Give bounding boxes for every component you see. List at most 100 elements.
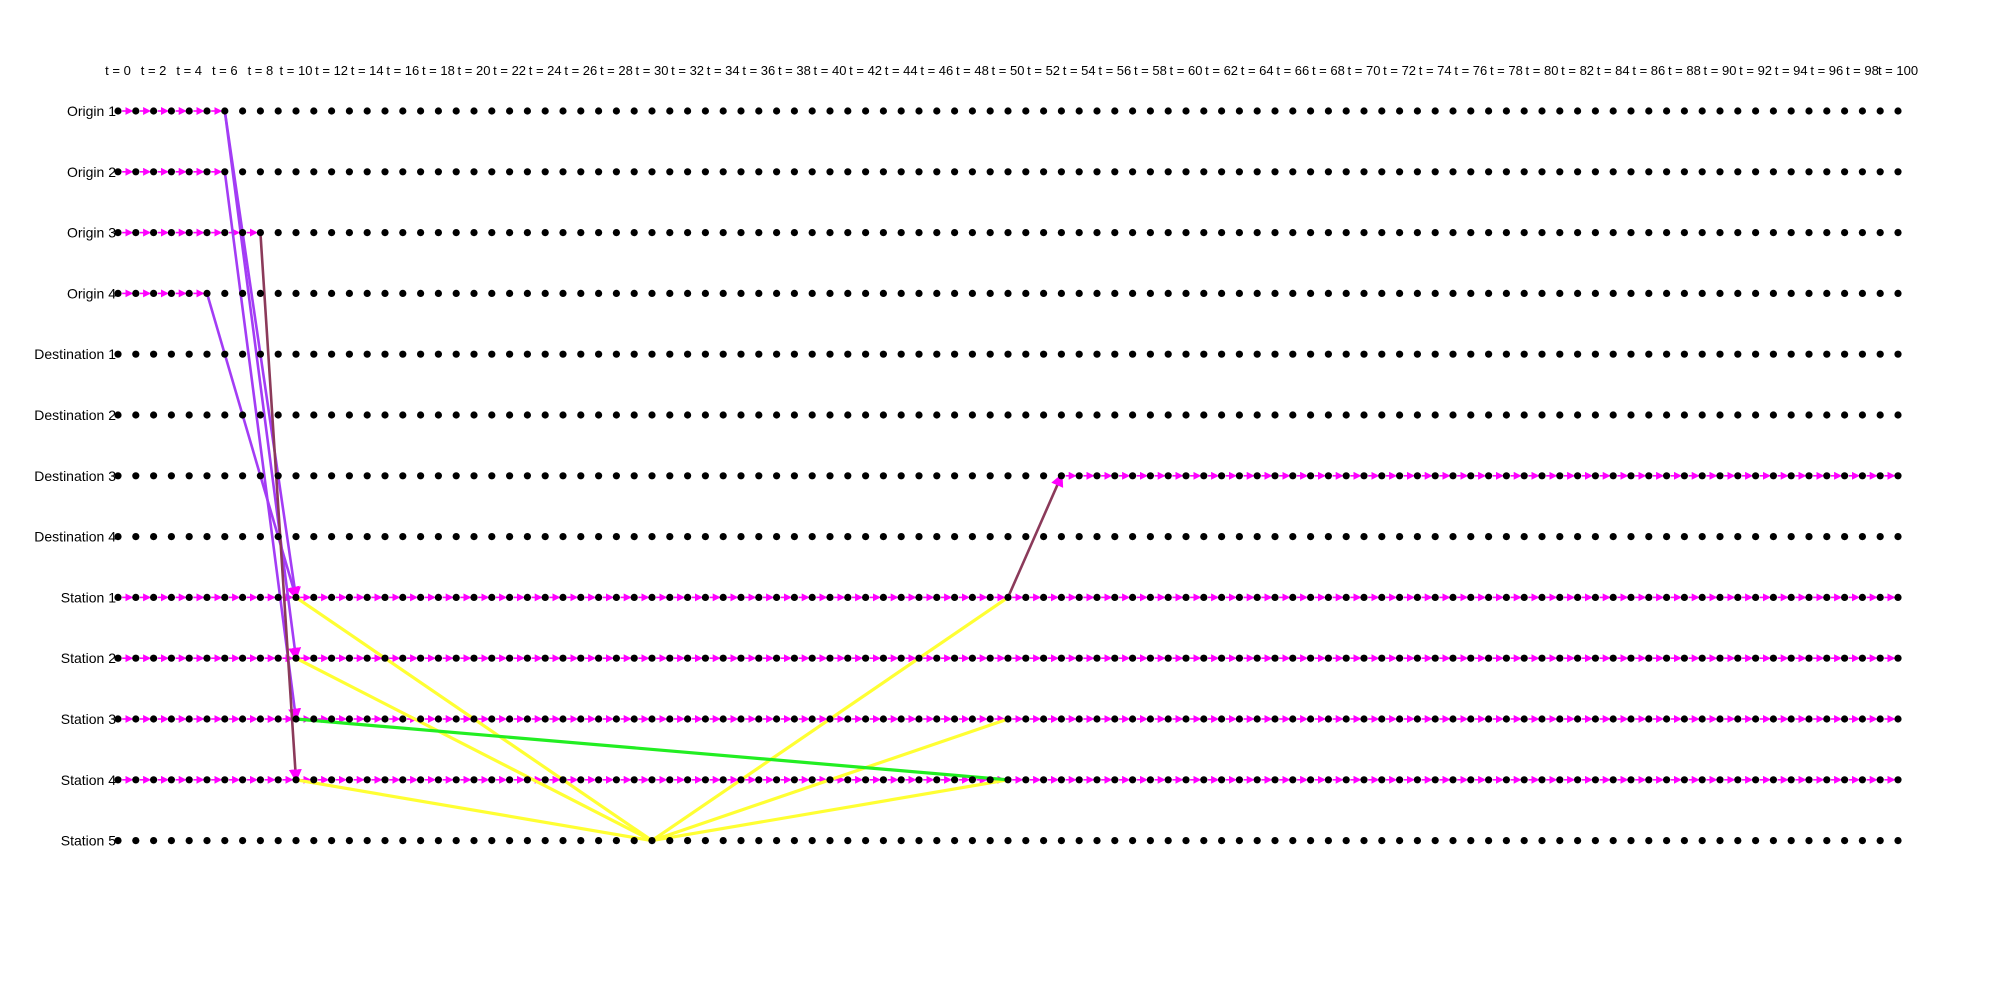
dot-station-2-t81 bbox=[1556, 654, 1564, 662]
dot-origin-3-t23 bbox=[523, 229, 532, 237]
dot-destination-2-t8 bbox=[256, 411, 264, 419]
dot-origin-2-t97 bbox=[1841, 168, 1849, 176]
dot-station-4-t58 bbox=[1146, 776, 1154, 784]
dot-destination-1-t62 bbox=[1218, 350, 1226, 358]
dot-station-3-t92 bbox=[1752, 715, 1760, 723]
dot-destination-3-t30 bbox=[648, 472, 656, 480]
dot-station-3-t21 bbox=[488, 715, 496, 723]
dot-destination-2-t32 bbox=[684, 411, 692, 419]
dot-origin-3-t29 bbox=[630, 229, 638, 237]
dot-station-2-t10 bbox=[292, 654, 300, 662]
dot-station-5-t56 bbox=[1111, 837, 1119, 845]
dot-destination-4-t20 bbox=[470, 533, 478, 541]
dot-station-3-t51 bbox=[1022, 715, 1030, 723]
dot-destination-3-t53 bbox=[1057, 472, 1065, 480]
dot-destination-3-t97 bbox=[1841, 472, 1849, 480]
dot-station-5-t90 bbox=[1716, 837, 1724, 845]
dot-destination-4-t63 bbox=[1235, 533, 1243, 541]
dot-origin-2-t68 bbox=[1324, 168, 1332, 176]
dot-origin-3-t36 bbox=[755, 229, 763, 237]
dot-station-2-t27 bbox=[595, 654, 603, 662]
dot-origin-2-t26 bbox=[577, 168, 585, 176]
dot-origin-4-t45 bbox=[915, 289, 923, 297]
dot-station-5-t94 bbox=[1787, 837, 1795, 845]
dot-origin-1-t62 bbox=[1218, 107, 1226, 115]
dot-station-4-t1 bbox=[132, 776, 140, 784]
dot-destination-1-t26 bbox=[577, 350, 585, 358]
dot-station-2-t54 bbox=[1075, 654, 1083, 662]
dot-station-4-t59 bbox=[1164, 776, 1172, 784]
dot-origin-4-t49 bbox=[986, 289, 994, 297]
dot-station-5-t39 bbox=[808, 837, 816, 845]
dot-origin-4-t75 bbox=[1449, 289, 1457, 297]
dot-station-4-t94 bbox=[1787, 776, 1795, 784]
dot-destination-3-t15 bbox=[381, 472, 389, 480]
dot-station-1-t54 bbox=[1075, 593, 1083, 602]
dot-destination-3-t16 bbox=[399, 472, 407, 480]
dot-destination-1-t45 bbox=[915, 350, 923, 358]
dot-station-4-t74 bbox=[1431, 776, 1439, 784]
dot-station-2-t19 bbox=[452, 654, 460, 662]
dot-station-1-t29 bbox=[630, 593, 638, 602]
dot-station-5-t45 bbox=[915, 837, 923, 845]
dot-station-1-t14 bbox=[363, 593, 371, 602]
dot-destination-4-t26 bbox=[577, 533, 585, 541]
dot-station-5-t80 bbox=[1538, 837, 1546, 845]
dot-origin-4-t59 bbox=[1164, 289, 1172, 297]
dot-origin-3-t33 bbox=[701, 229, 710, 237]
dot-station-4-t100 bbox=[1894, 776, 1902, 784]
dot-origin-4-t41 bbox=[844, 289, 852, 297]
dot-origin-4-t57 bbox=[1129, 289, 1137, 297]
dot-station-1-t70 bbox=[1360, 593, 1368, 602]
dot-origin-4-t22 bbox=[506, 289, 514, 297]
dot-destination-4-t10 bbox=[292, 533, 300, 541]
dot-destination-3-t32 bbox=[684, 472, 692, 480]
dot-origin-1-t11 bbox=[310, 107, 318, 115]
time-label-t20: t = 20 bbox=[458, 63, 491, 78]
dot-destination-3-t56 bbox=[1111, 472, 1119, 480]
dot-origin-3-t5 bbox=[203, 229, 211, 237]
dot-station-4-t5 bbox=[203, 776, 211, 784]
dot-station-3-t47 bbox=[951, 715, 959, 723]
dot-destination-3-t86 bbox=[1645, 472, 1653, 480]
dot-station-4-t76 bbox=[1467, 776, 1475, 784]
dot-origin-3-t65 bbox=[1271, 229, 1279, 237]
dot-station-2-t15 bbox=[381, 654, 389, 662]
dot-origin-1-t93 bbox=[1769, 107, 1777, 115]
dot-destination-3-t13 bbox=[345, 472, 353, 480]
dot-destination-1-t71 bbox=[1378, 350, 1386, 358]
dot-station-2-t35 bbox=[737, 654, 745, 662]
dot-station-2-t95 bbox=[1805, 654, 1813, 662]
dot-station-5-t77 bbox=[1485, 837, 1493, 845]
dot-station-2-t75 bbox=[1449, 654, 1457, 662]
dot-station-5-t22 bbox=[506, 837, 514, 845]
dot-destination-2-t92 bbox=[1752, 411, 1760, 419]
dot-origin-4-t96 bbox=[1823, 289, 1831, 297]
dot-station-4-t4 bbox=[185, 776, 193, 784]
dot-station-1-t58 bbox=[1146, 593, 1154, 602]
dot-station-2-t64 bbox=[1253, 654, 1261, 662]
dot-origin-2-t66 bbox=[1289, 168, 1297, 176]
dot-origin-4-t80 bbox=[1538, 289, 1546, 297]
dot-destination-4-t47 bbox=[951, 533, 959, 541]
dot-destination-1-t32 bbox=[684, 350, 692, 358]
dot-station-5-t93 bbox=[1769, 837, 1777, 845]
dot-origin-3-t99 bbox=[1876, 229, 1884, 237]
dot-destination-3-t49 bbox=[986, 472, 994, 480]
dot-destination-1-t12 bbox=[328, 350, 336, 358]
dot-destination-3-t88 bbox=[1680, 472, 1688, 480]
dot-destination-2-t19 bbox=[452, 411, 460, 419]
dot-origin-1-t66 bbox=[1289, 107, 1297, 115]
dot-origin-4-t67 bbox=[1307, 289, 1315, 297]
dot-station-3-t96 bbox=[1823, 715, 1831, 723]
dot-destination-3-t0 bbox=[114, 472, 122, 480]
time-label-t96: t = 96 bbox=[1810, 63, 1843, 78]
dot-station-5-t73 bbox=[1413, 837, 1421, 845]
time-label-t48: t = 48 bbox=[956, 63, 989, 78]
dot-destination-1-t81 bbox=[1556, 350, 1564, 358]
dot-destination-3-t31 bbox=[666, 472, 674, 480]
dot-origin-1-t54 bbox=[1075, 107, 1083, 115]
dot-station-4-t33 bbox=[701, 776, 710, 784]
dot-station-1-t48 bbox=[968, 593, 977, 602]
dot-origin-1-t22 bbox=[506, 107, 514, 115]
